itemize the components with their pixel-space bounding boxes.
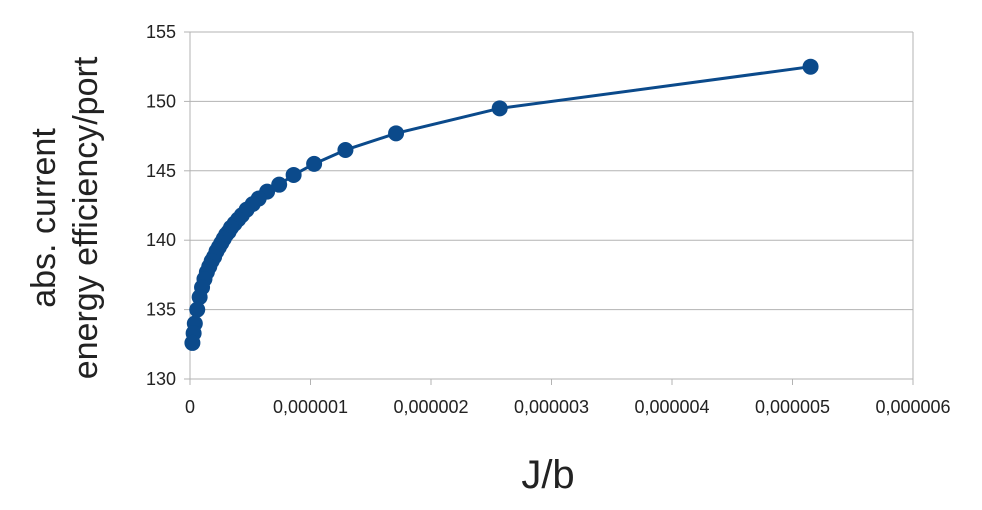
series-0-point-6: [271, 176, 288, 193]
axes: [184, 31, 914, 385]
y-tick-label-4: 150: [146, 91, 176, 111]
y-tick-label-0: 130: [146, 369, 176, 389]
x-axis-title: J/b: [521, 453, 574, 497]
series-0-point-5: [285, 166, 302, 183]
series-0-point-2: [388, 125, 405, 142]
x-tick-label-2: 0,000002: [393, 397, 468, 417]
y-axis-title-line-2: energy efficiency/port: [67, 56, 105, 379]
series-0-point-31: [184, 334, 201, 351]
y-tick-labels: 130 135 140 145 150 155: [146, 22, 176, 389]
gridlines: [190, 31, 913, 380]
series-0-point-0: [802, 58, 819, 75]
x-tick-label-1: 0,000001: [273, 397, 348, 417]
x-tick-label-6: 0,000006: [875, 397, 950, 417]
series-0-point-3: [337, 141, 354, 158]
y-tick-label-3: 145: [146, 161, 176, 181]
series-0-point-1: [491, 100, 508, 117]
y-axis-title-line-1: abs. current: [25, 128, 63, 308]
data-series: [184, 58, 819, 351]
y-tick-label-5: 155: [146, 22, 176, 42]
x-tick-label-4: 0,000004: [634, 397, 709, 417]
x-tick-label-3: 0,000003: [514, 397, 589, 417]
series-0-point-28: [189, 301, 206, 318]
series-0-point-27: [191, 289, 208, 306]
x-tick-label-0: 0: [185, 397, 195, 417]
series-0-point-4: [306, 155, 323, 172]
y-axis-title: abs. current energy efficiency/port: [25, 56, 105, 379]
y-tick-label-1: 135: [146, 300, 176, 320]
y-tick-label-2: 140: [146, 230, 176, 250]
x-tick-label-5: 0,000005: [755, 397, 830, 417]
x-tick-labels: 0 0,000001 0,000002 0,000003 0,000004 0,00000…: [185, 397, 951, 417]
